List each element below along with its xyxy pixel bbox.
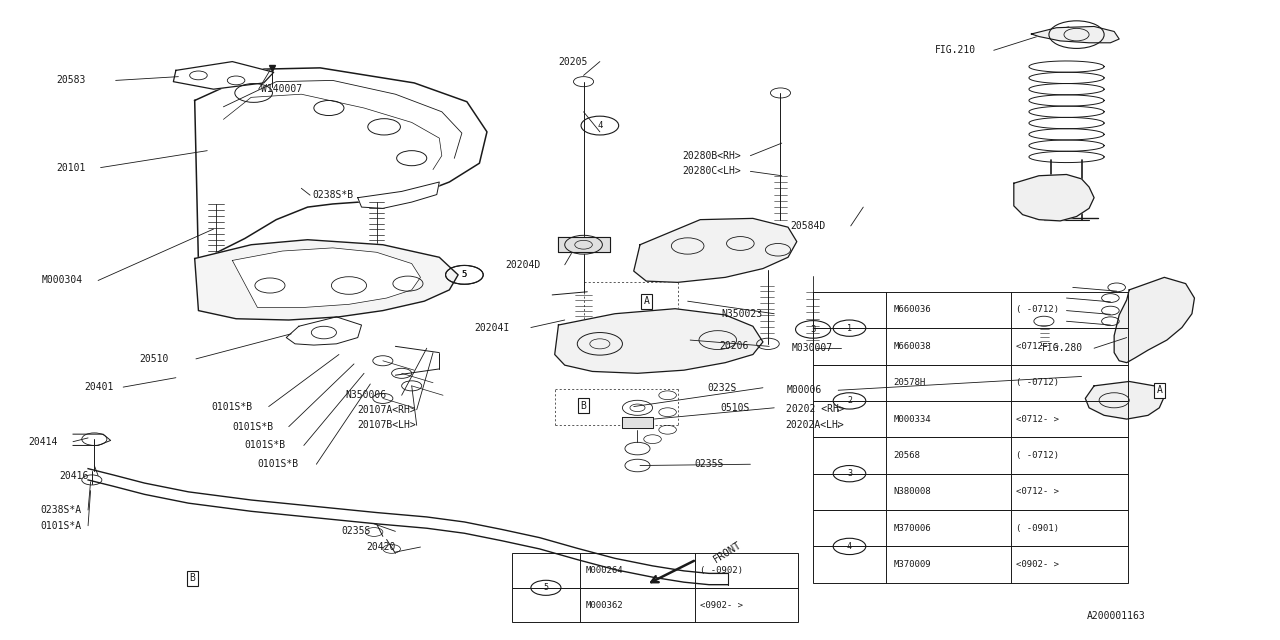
Text: ( -0712): ( -0712) [1016,451,1060,460]
Bar [512,588,797,622]
Text: 5: 5 [544,583,548,592]
Polygon shape [1085,381,1165,419]
Text: FIG.210: FIG.210 [934,45,975,55]
Text: <0712- >: <0712- > [1016,415,1060,424]
Text: 4: 4 [847,542,852,551]
Text: M370009: M370009 [893,560,931,569]
Text: 20280C<LH>: 20280C<LH> [682,166,741,177]
Polygon shape [1014,175,1094,221]
Text: 0232S: 0232S [708,383,737,393]
Bar [813,474,1128,510]
Text: 20568: 20568 [893,451,920,460]
Text: 20204D: 20204D [506,260,541,270]
Polygon shape [622,417,653,428]
Text: ( -0712): ( -0712) [1016,305,1060,314]
Polygon shape [1114,277,1194,363]
Text: 5: 5 [462,270,467,279]
Text: 20510: 20510 [140,354,169,364]
Text: 0235S: 0235S [694,460,723,469]
Text: M030007: M030007 [792,343,833,353]
Text: FRONT: FRONT [712,540,744,564]
Text: B: B [581,401,586,411]
Text: N350023: N350023 [722,308,763,319]
Text: <0712- >: <0712- > [1016,342,1060,351]
Text: 20107A<RH>: 20107A<RH> [358,404,416,415]
Text: 20204I: 20204I [475,323,509,333]
Text: 20205: 20205 [558,56,588,67]
Polygon shape [173,61,274,89]
Text: M00006: M00006 [787,385,822,396]
Text: 20206: 20206 [719,341,749,351]
Text: B: B [189,573,195,584]
Text: 0235S: 0235S [342,526,371,536]
Text: M000304: M000304 [42,275,83,285]
Text: 20584D: 20584D [791,221,826,231]
Text: 20583: 20583 [56,76,86,85]
Polygon shape [1032,26,1119,43]
Text: ( -0902): ( -0902) [700,566,744,575]
Polygon shape [558,237,609,252]
Text: 0101S*B: 0101S*B [233,422,274,431]
Text: 20578H: 20578H [893,378,925,387]
Text: <0902- >: <0902- > [700,600,744,609]
Text: <0902- >: <0902- > [1016,560,1060,569]
Text: 0101S*B: 0101S*B [211,401,252,412]
Bar [813,547,1128,583]
Text: 20202A<LH>: 20202A<LH> [786,420,845,429]
Text: A: A [1156,385,1162,396]
Bar [813,328,1128,365]
Text: M660038: M660038 [893,342,931,351]
Bar [813,401,1128,437]
Text: N380008: N380008 [893,487,931,497]
Text: M660036: M660036 [893,305,931,314]
Text: 0238S*B: 0238S*B [312,190,353,200]
Text: <0712- >: <0712- > [1016,487,1060,497]
Text: 20101: 20101 [56,163,86,173]
Text: 20202 <RH>: 20202 <RH> [786,404,845,414]
Polygon shape [358,182,439,209]
Polygon shape [634,218,796,282]
Text: M000264: M000264 [586,566,623,575]
Text: 0101S*B: 0101S*B [244,440,285,451]
Text: A200001163: A200001163 [1087,611,1146,621]
Bar [813,510,1128,547]
Polygon shape [195,240,458,320]
Text: 20107B<LH>: 20107B<LH> [358,420,416,430]
Text: ( -0712): ( -0712) [1016,378,1060,387]
Text: A: A [644,296,649,306]
Bar [813,292,1128,328]
Text: 4: 4 [598,121,603,130]
Polygon shape [287,317,361,345]
Text: 20414: 20414 [28,436,58,447]
Text: 20280B<RH>: 20280B<RH> [682,150,741,161]
Text: M000362: M000362 [586,600,623,609]
Bar [512,554,797,588]
Polygon shape [233,248,421,307]
Text: 20416: 20416 [59,470,88,481]
Bar [813,437,1128,474]
Polygon shape [554,308,763,373]
Text: W140007: W140007 [261,84,302,94]
Bar [813,365,1128,401]
Text: M370006: M370006 [893,524,931,532]
Text: FIG.280: FIG.280 [1042,343,1083,353]
Text: 2: 2 [847,396,852,405]
Text: 3: 3 [847,469,852,478]
Text: M000334: M000334 [893,415,931,424]
Text: 0238S*A: 0238S*A [41,505,82,515]
Text: 0101S*B: 0101S*B [257,460,298,469]
Text: 1: 1 [847,324,852,333]
Text: N350006: N350006 [346,390,387,400]
Text: ( -0901): ( -0901) [1016,524,1060,532]
Text: 3: 3 [810,325,815,334]
Text: 20420: 20420 [366,542,396,552]
Text: 5: 5 [462,270,467,279]
Text: 20401: 20401 [84,382,114,392]
Text: 0510S: 0510S [721,403,750,413]
Text: 0101S*A: 0101S*A [41,521,82,531]
